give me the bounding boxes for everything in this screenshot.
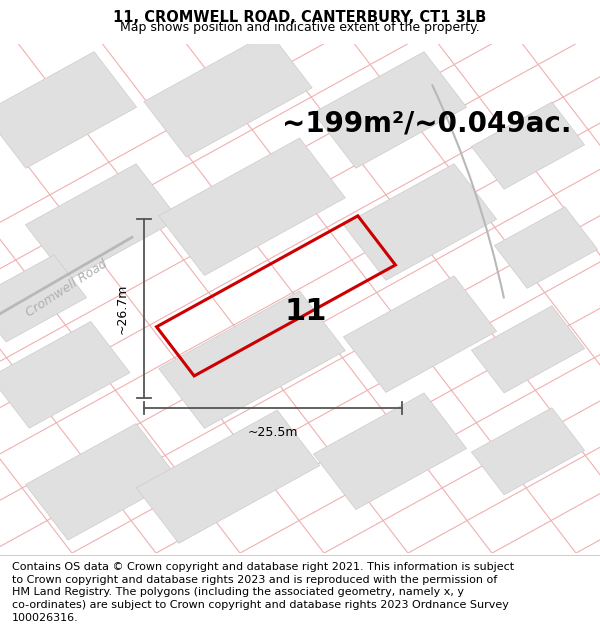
Text: ~26.7m: ~26.7m xyxy=(116,284,129,334)
Text: 11, CROMWELL ROAD, CANTERBURY, CT1 3LB: 11, CROMWELL ROAD, CANTERBURY, CT1 3LB xyxy=(113,9,487,24)
Text: ~25.5m: ~25.5m xyxy=(248,426,298,439)
Text: Contains OS data © Crown copyright and database right 2021. This information is : Contains OS data © Crown copyright and d… xyxy=(12,562,514,623)
Polygon shape xyxy=(25,164,179,281)
Polygon shape xyxy=(472,306,584,393)
Polygon shape xyxy=(0,321,130,428)
Text: 11: 11 xyxy=(285,297,327,326)
Text: Cromwell Road: Cromwell Road xyxy=(24,257,110,319)
Polygon shape xyxy=(472,102,584,189)
Polygon shape xyxy=(0,52,137,168)
Polygon shape xyxy=(136,410,320,543)
Polygon shape xyxy=(0,255,86,342)
Polygon shape xyxy=(343,276,497,392)
Text: ~199m²/~0.049ac.: ~199m²/~0.049ac. xyxy=(282,110,571,138)
Text: Map shows position and indicative extent of the property.: Map shows position and indicative extent… xyxy=(120,21,480,34)
Polygon shape xyxy=(313,52,467,168)
Polygon shape xyxy=(343,164,497,281)
Polygon shape xyxy=(158,138,346,276)
Polygon shape xyxy=(158,291,346,428)
Polygon shape xyxy=(472,408,584,495)
Polygon shape xyxy=(144,32,312,157)
Polygon shape xyxy=(25,424,179,540)
Polygon shape xyxy=(313,393,467,509)
Polygon shape xyxy=(494,207,598,288)
